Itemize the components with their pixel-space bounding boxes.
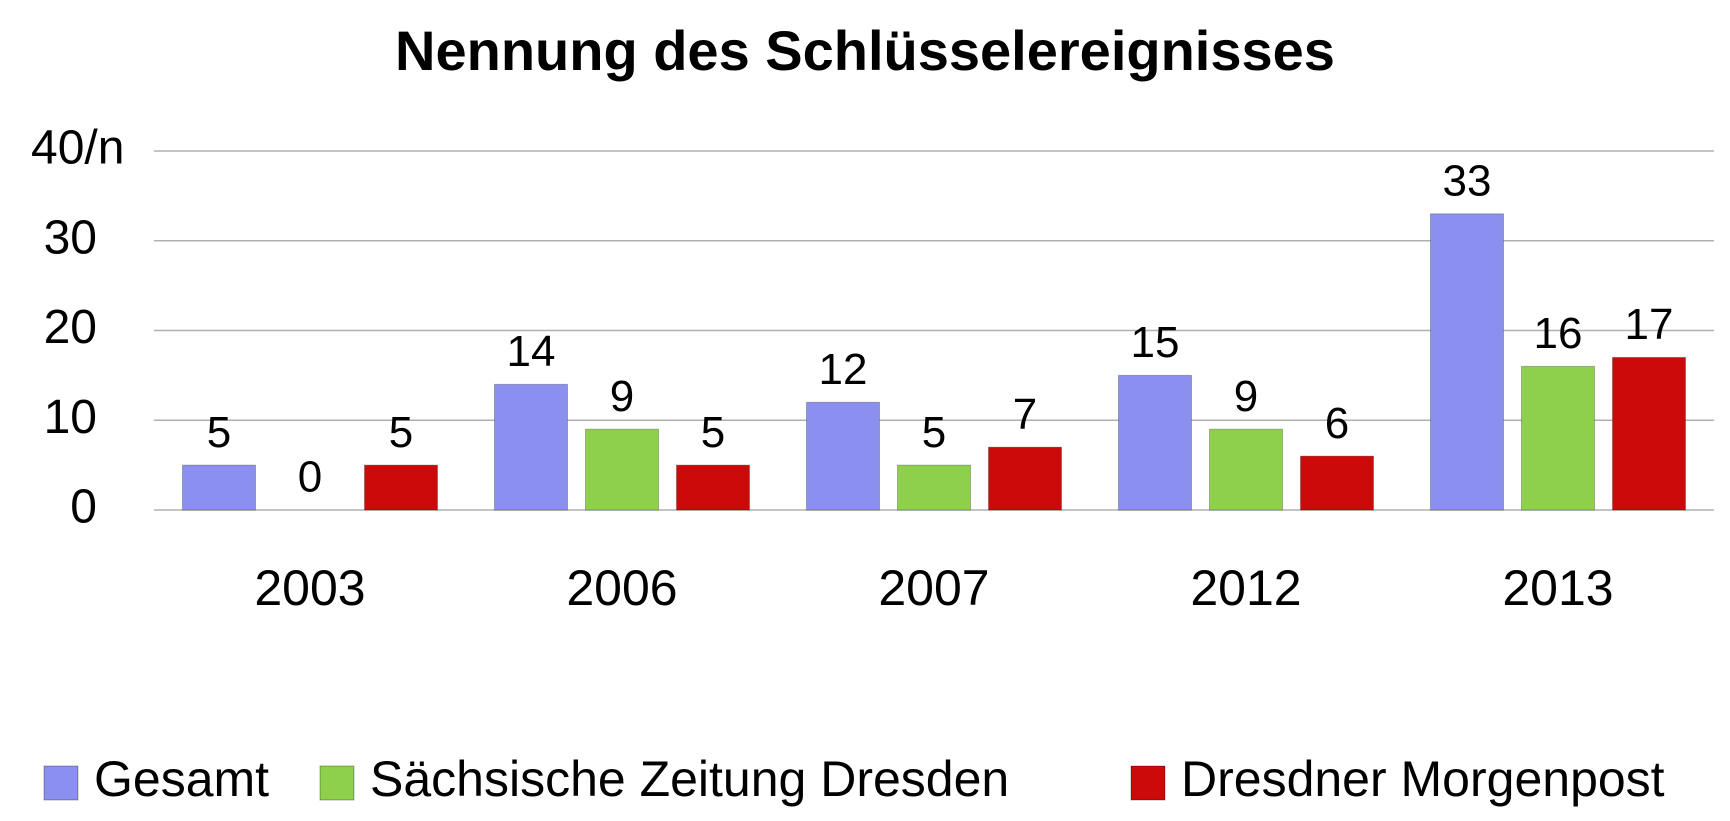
data-label: 5	[922, 408, 946, 457]
legend-label: Gesamt	[94, 751, 269, 807]
data-label: 16	[1534, 309, 1583, 358]
bar	[1300, 455, 1374, 511]
data-label: 9	[610, 372, 634, 421]
bar	[585, 428, 659, 511]
bar	[1209, 428, 1283, 511]
bar	[988, 446, 1062, 511]
data-label: 33	[1443, 156, 1492, 205]
data-label: 7	[1013, 390, 1037, 439]
bar	[897, 464, 971, 511]
y-tick-label: 30	[44, 211, 97, 264]
data-label: 0	[298, 453, 322, 502]
bar	[676, 464, 750, 511]
data-label: 14	[507, 327, 556, 376]
x-tick-label: 2013	[1502, 560, 1613, 616]
chart-title: Nennung des Schlüsselereignisses	[395, 19, 1335, 82]
bar	[182, 464, 256, 511]
bar	[364, 464, 438, 511]
legend-label: Dresdner Morgenpost	[1181, 751, 1665, 807]
data-label: 5	[701, 408, 725, 457]
y-tick-label: 40/n	[31, 122, 124, 175]
y-tick-label: 0	[70, 481, 97, 534]
bar	[1612, 356, 1686, 511]
legend-label: Sächsische Zeitung Dresden	[370, 751, 1009, 807]
x-tick-label: 2003	[254, 560, 365, 616]
bar	[1430, 213, 1504, 511]
x-tick-label: 2007	[878, 560, 989, 616]
data-label: 17	[1625, 300, 1674, 349]
data-label: 6	[1325, 399, 1349, 448]
data-label: 5	[389, 408, 413, 457]
data-label: 9	[1234, 372, 1258, 421]
data-label: 5	[207, 408, 231, 457]
bar	[806, 401, 880, 511]
legend-swatch	[43, 765, 79, 801]
y-tick-label: 10	[44, 391, 97, 444]
x-tick-label: 2006	[566, 560, 677, 616]
bar	[1521, 365, 1595, 511]
legend-swatch	[1130, 765, 1166, 801]
x-tick-label: 2012	[1190, 560, 1301, 616]
data-label: 12	[819, 345, 868, 394]
legend-swatch	[319, 765, 355, 801]
bar	[1118, 374, 1192, 511]
bar	[494, 383, 568, 511]
y-tick-label: 20	[44, 301, 97, 354]
data-label: 15	[1131, 318, 1180, 367]
